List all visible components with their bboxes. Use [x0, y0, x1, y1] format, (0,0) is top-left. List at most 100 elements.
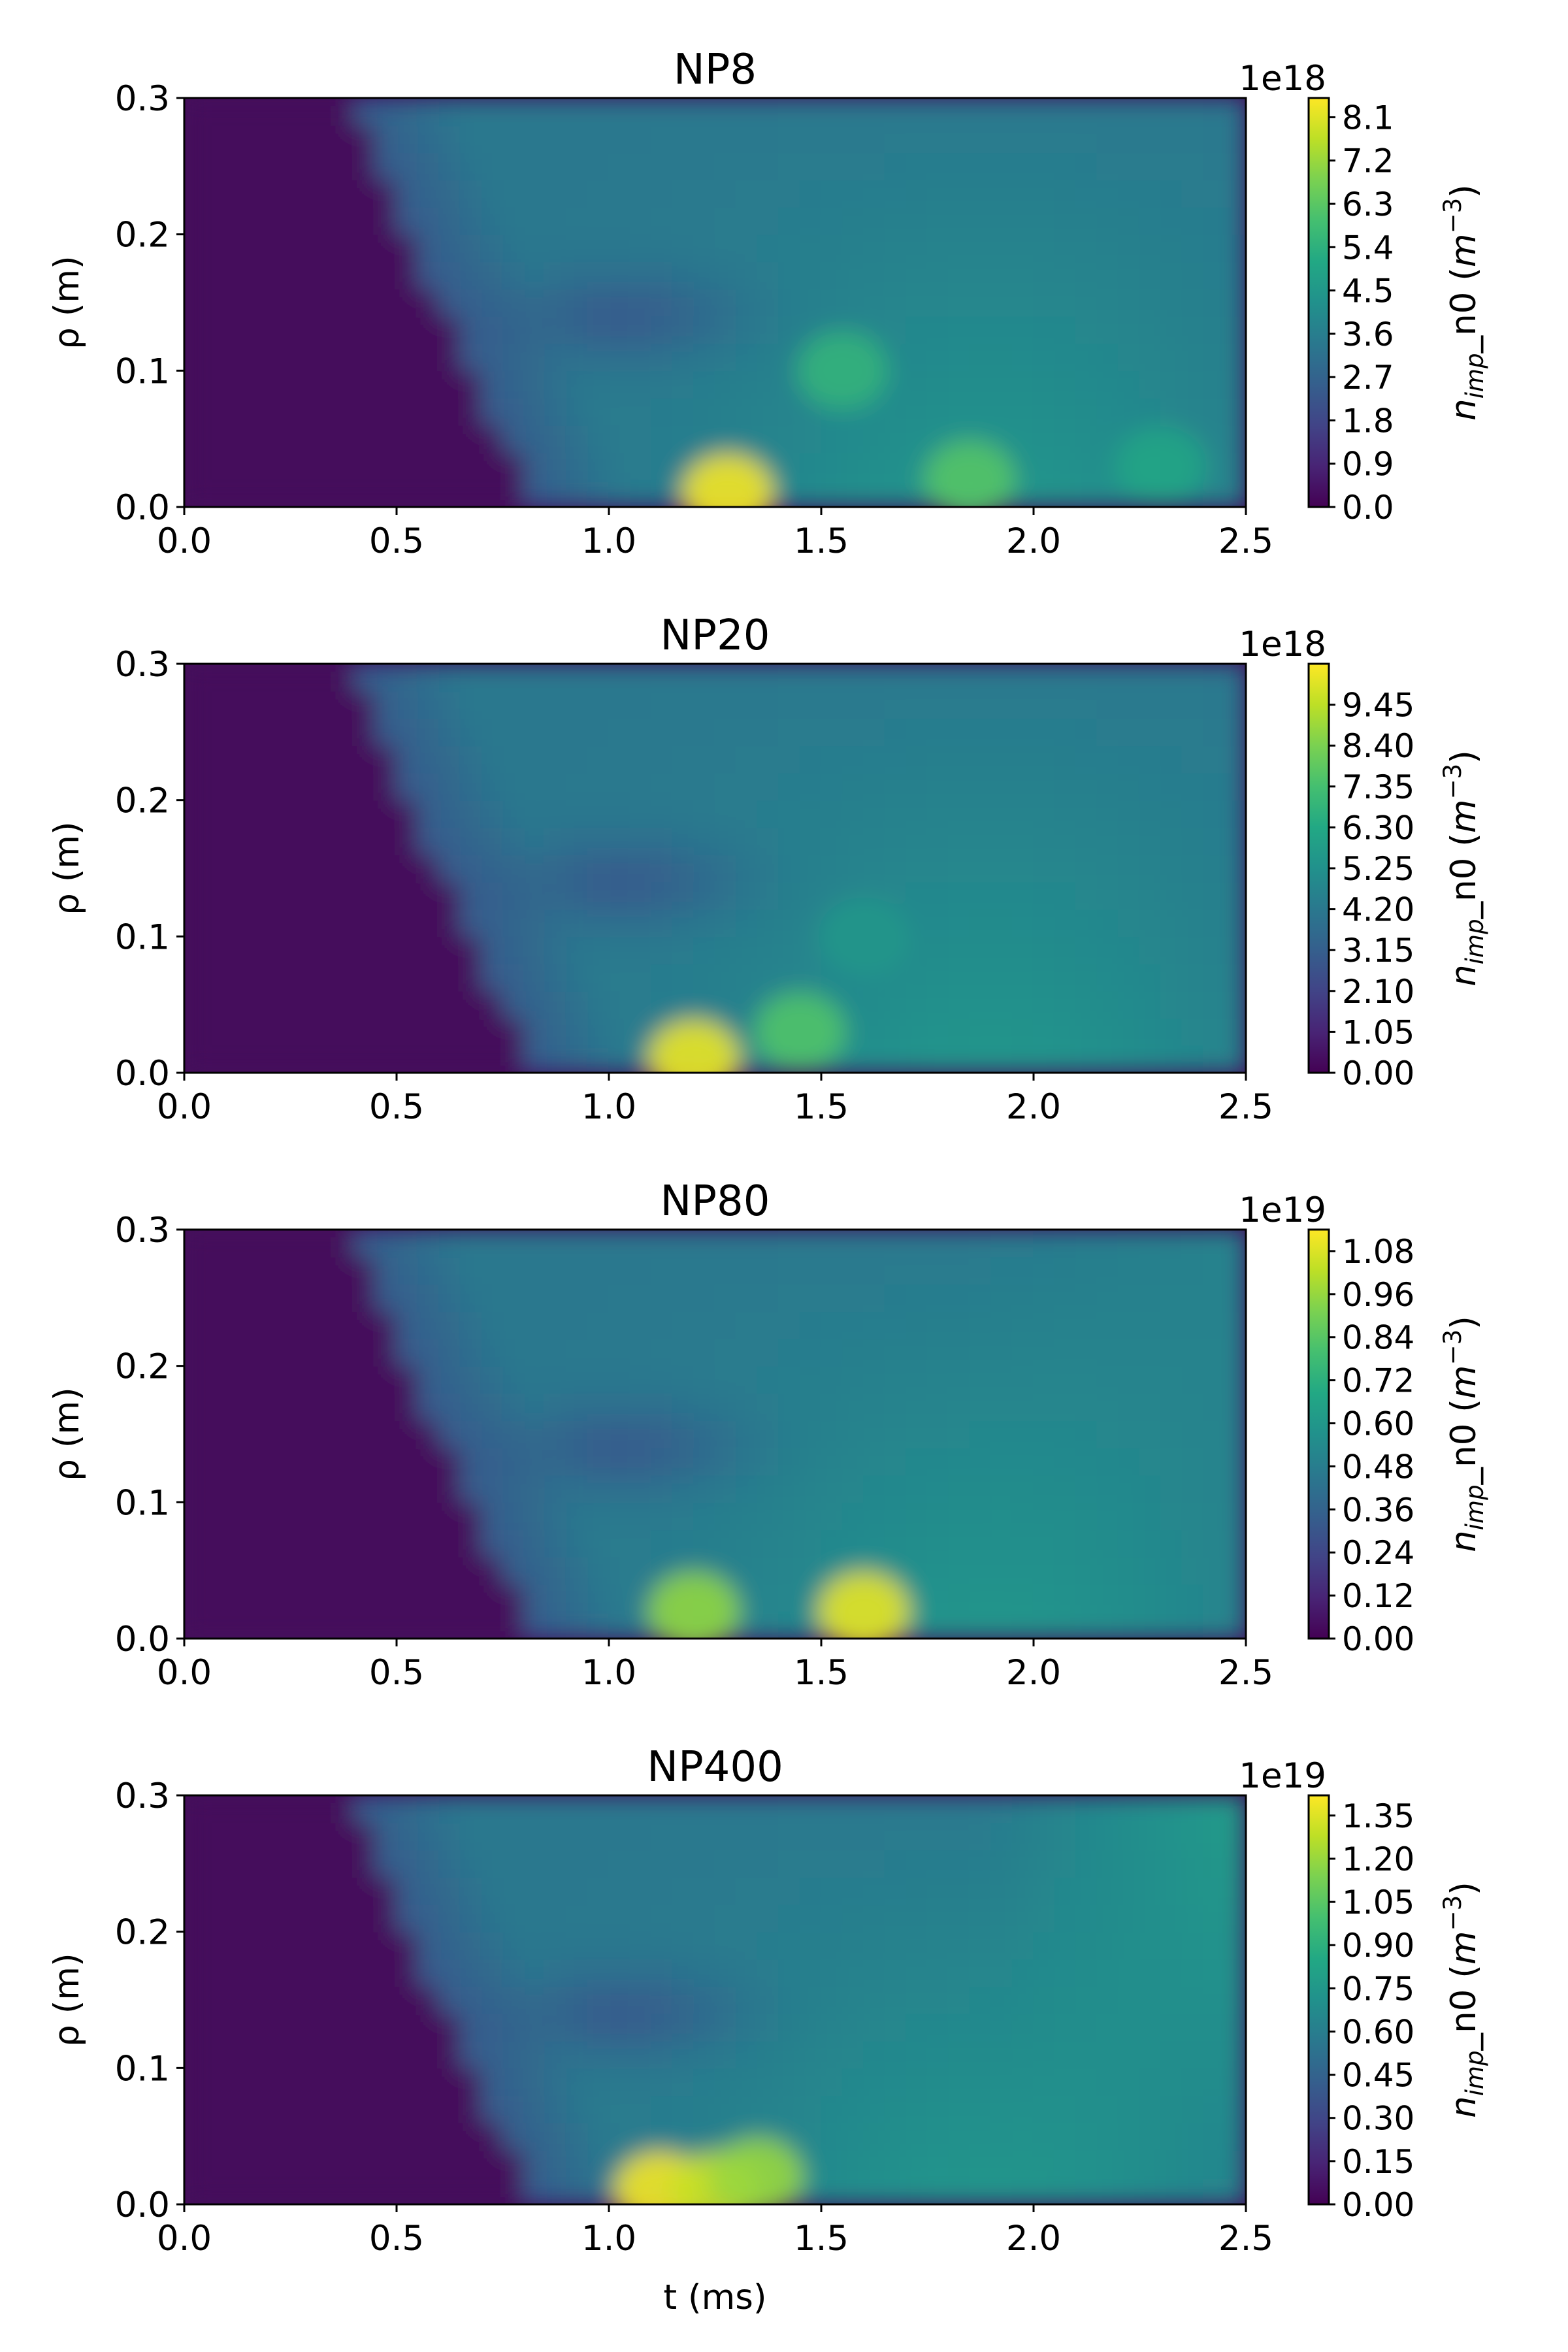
colorbar-tick-label: 0.24 [1342, 1534, 1414, 1572]
colorbar-exponent: 1e19 [1239, 1756, 1326, 1796]
heatmap-hotspot [682, 454, 774, 507]
colorbar-tick-label: 0.30 [1342, 2100, 1414, 2138]
heatmap-field [184, 1230, 1246, 1639]
colorbar-tick-label: 7.2 [1342, 142, 1394, 180]
x-tick-label: 0.5 [369, 521, 424, 561]
x-tick-label: 2.5 [1218, 521, 1273, 561]
y-tick-label: 0.2 [115, 1913, 170, 1953]
colorbar: 0.001.052.103.154.205.256.307.358.409.45… [1239, 625, 1489, 1092]
heatmap-field [184, 1795, 1246, 2204]
colorbar-tick-label: 0.00 [1342, 1054, 1414, 1092]
colorbar-gradient [1309, 98, 1329, 507]
y-axis-label: ρ (m) [47, 1953, 87, 2046]
colorbar-tick-label: 8.1 [1342, 99, 1394, 137]
y-tick-label: 0.2 [115, 216, 170, 255]
x-tick-label: 0.0 [157, 2219, 212, 2259]
colorbar-tick-label: 1.05 [1342, 1013, 1414, 1051]
colorbar-label: nimp_n0 (m−3) [1439, 1882, 1489, 2118]
colorbar-tick-label: 8.40 [1342, 727, 1414, 765]
colorbar-gradient [1309, 664, 1329, 1073]
panel-np80: NP80 0.0 0.5 1.0 1.5 2.0 2.5 0.0 0.1 0.2 0.3 ρ (m) 0… [47, 1177, 1489, 1693]
panel-title: NP80 [661, 1177, 770, 1226]
colorbar-tick-label: 0.60 [1342, 2013, 1414, 2051]
heatmap-hotspot [818, 1572, 909, 1639]
colorbar-exponent: 1e18 [1239, 59, 1326, 99]
colorbar-tick-label: 6.3 [1342, 186, 1394, 223]
x-tick-label: 1.0 [581, 521, 636, 561]
colorbar-tick-label: 0.72 [1342, 1362, 1414, 1400]
colorbar-tick-label: 0.45 [1342, 2057, 1414, 2095]
colorbar-tick-label: 0.36 [1342, 1491, 1414, 1529]
colorbar-tick-label: 4.5 [1342, 272, 1394, 310]
x-tick-label: 1.5 [794, 1653, 849, 1693]
x-tick-label: 2.0 [1006, 1087, 1061, 1127]
heatmap-hotspot [754, 992, 846, 1071]
colorbar-label: nimp_n0 (m−3) [1439, 1316, 1489, 1552]
colorbar-tick-label: 0.75 [1342, 1970, 1414, 2008]
y-tick-label: 0.3 [115, 1211, 170, 1250]
heatmap-hotspot [796, 331, 889, 410]
y-tick-label: 0.0 [115, 1054, 170, 1094]
colorbar-tick-label: 0.0 [1342, 489, 1394, 527]
x-tick-label: 0.5 [369, 1653, 424, 1693]
x-tick-label: 2.0 [1006, 1653, 1061, 1693]
x-tick-label: 2.0 [1006, 521, 1061, 561]
colorbar-tick-label: 1.35 [1342, 1797, 1414, 1835]
x-tick-label: 1.5 [794, 521, 849, 561]
colorbar-tick-label: 3.15 [1342, 932, 1414, 970]
y-axis-label: ρ (m) [47, 255, 87, 349]
colorbar-tick-label: 5.25 [1342, 850, 1414, 888]
x-tick-label: 1.0 [581, 1087, 636, 1127]
y-axis-label: ρ (m) [47, 1387, 87, 1480]
y-tick-label: 0.3 [115, 645, 170, 685]
x-tick-label: 2.5 [1218, 1087, 1273, 1127]
y-tick-label: 0.1 [115, 2049, 170, 2089]
plot-frame [183, 97, 1247, 508]
y-tick-label: 0.3 [115, 1776, 170, 1816]
colorbar-tick-label: 0.12 [1342, 1577, 1414, 1615]
colorbar-tick-label: 3.6 [1342, 316, 1394, 353]
colorbar-tick-label: 0.96 [1342, 1276, 1414, 1314]
panel-np8: NP8 0.0 0.5 1.0 1.5 2.0 2.5 0.0 0.1 0.2 0.3 ρ (m) 0.… [47, 46, 1489, 561]
plot-frame [183, 1794, 1247, 2206]
colorbar-tick-label: 2.10 [1342, 973, 1414, 1011]
colorbar-label: nimp_n0 (m−3) [1439, 750, 1489, 987]
x-tick-label: 0.0 [157, 1653, 212, 1693]
y-tick-label: 0.1 [115, 917, 170, 957]
colorbar-tick-label: 1.05 [1342, 1884, 1414, 1921]
plot-frame [183, 1228, 1247, 1640]
y-tick-label: 0.1 [115, 1483, 170, 1523]
x-tick-label: 2.0 [1006, 2219, 1061, 2259]
colorbar-exponent: 1e19 [1239, 1190, 1326, 1230]
colorbar-tick-label: 0.84 [1342, 1319, 1414, 1357]
heatmap-hotspot [924, 440, 1016, 507]
colorbar-tick-label: 9.45 [1342, 687, 1414, 725]
colorbar: 0.00 0.15 0.30 0.45 0.60 0.75 0.90 1.05 1.20 1.35… [1239, 1756, 1489, 2224]
colorbar-tick-label: 6.30 [1342, 809, 1414, 847]
colorbar-tick-label: 0.90 [1342, 1927, 1414, 1965]
y-tick-label: 0.3 [115, 79, 170, 119]
y-tick-label: 0.0 [115, 1620, 170, 1659]
panel-title: NP8 [674, 46, 757, 94]
panels: NP8 0.0 0.5 1.0 1.5 2.0 2.5 0.0 0.1 0.2 0.3 ρ (m) 0.… [47, 46, 1489, 2317]
colorbar-tick-label: 1.08 [1342, 1233, 1414, 1271]
colorbar-tick-label: 0.15 [1342, 2143, 1414, 2181]
x-tick-label: 2.5 [1218, 1653, 1273, 1693]
heatmap-field [184, 98, 1246, 507]
colorbar-tick-label: 5.4 [1342, 229, 1394, 267]
colorbar-tick-label: 1.20 [1342, 1840, 1414, 1878]
panel-np400: NP400 0.0 0.5 1.0 1.5 2.0 2.5 0.0 0.1 0.2 0.3 ρ (m)… [47, 1743, 1489, 2317]
x-tick-label: 1.5 [794, 2219, 849, 2259]
colorbar-tick-label: 0.48 [1342, 1448, 1414, 1486]
x-tick-label: 0.0 [157, 1087, 212, 1127]
colorbar-tick-label: 7.35 [1342, 768, 1414, 806]
x-tick-label: 1.5 [794, 1087, 849, 1127]
colorbar-tick-label: 0.9 [1342, 446, 1394, 483]
heatmap-field [184, 664, 1246, 1073]
y-tick-label: 0.2 [115, 781, 170, 821]
colorbar-gradient [1309, 1230, 1329, 1639]
panel-title: NP20 [661, 612, 770, 660]
heatmap-hotspot [818, 897, 909, 976]
y-tick-label: 0.2 [115, 1347, 170, 1387]
